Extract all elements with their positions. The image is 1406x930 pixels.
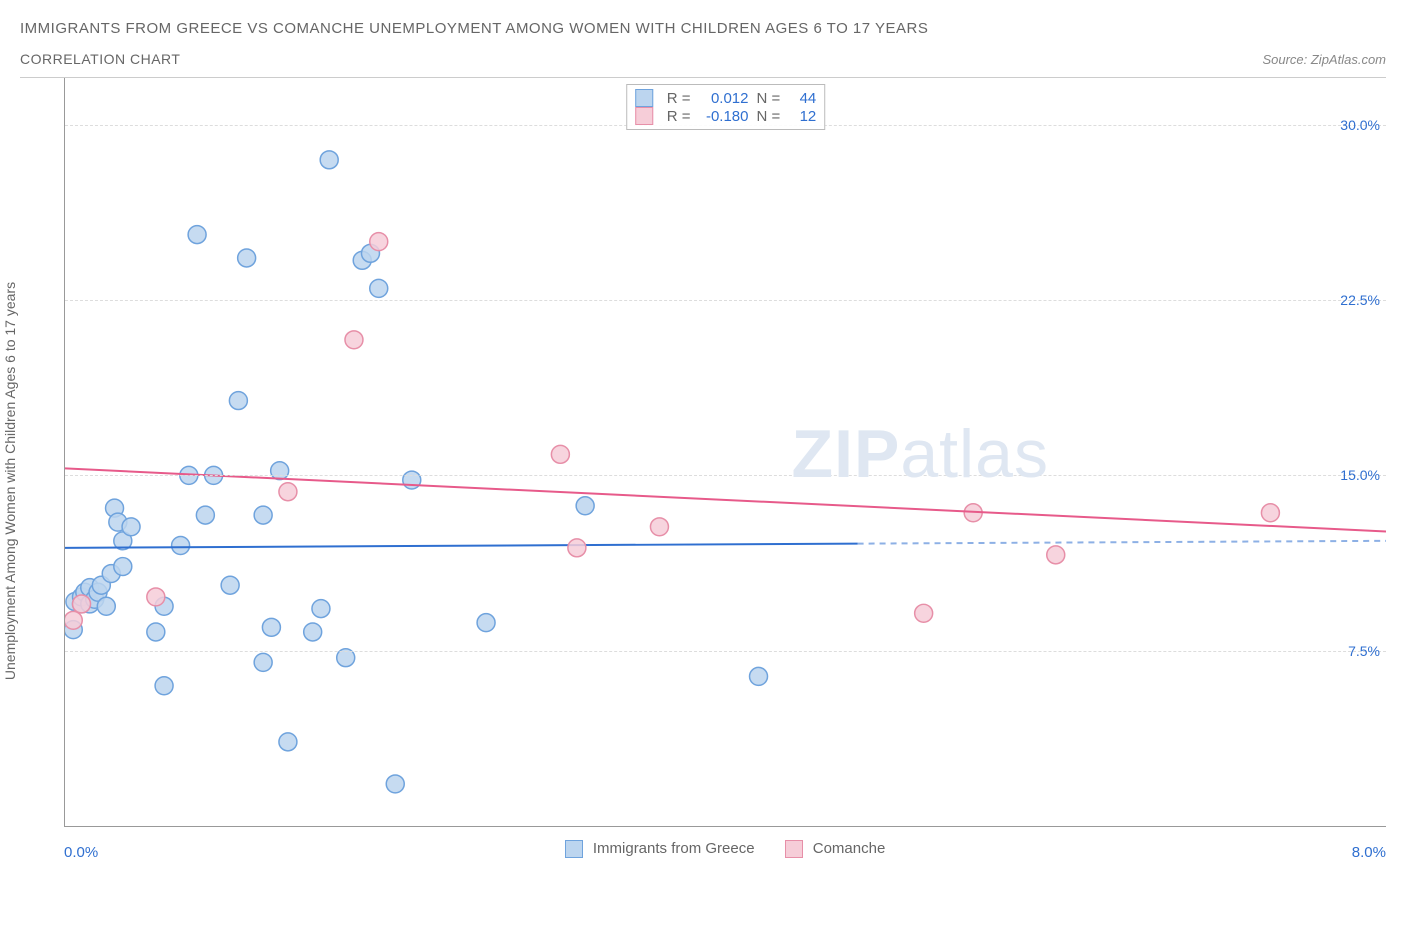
r-value: 0.012 xyxy=(699,90,749,107)
stats-row-series-2: R = -0.180 N = 12 xyxy=(635,107,817,125)
chart-source: Source: ZipAtlas.com xyxy=(1262,52,1386,67)
chart-title: IMMIGRANTS FROM GREECE VS COMANCHE UNEMP… xyxy=(20,20,1386,37)
y-tick-label: 22.5% xyxy=(1340,292,1380,308)
swatch-series-1 xyxy=(635,89,653,107)
y-tick-label: 15.0% xyxy=(1340,467,1380,483)
swatch-series-2 xyxy=(785,840,803,858)
plot-area: ZIPatlas R = 0.012 N = 44 R = -0.180 N =… xyxy=(64,78,1386,827)
scatter-svg xyxy=(65,78,1386,826)
y-tick-label: 30.0% xyxy=(1340,117,1380,133)
legend-label: Immigrants from Greece xyxy=(593,840,755,857)
subtitle-row: CORRELATION CHART Source: ZipAtlas.com xyxy=(20,51,1386,67)
plot-wrap: Unemployment Among Women with Children A… xyxy=(20,77,1386,867)
gridline xyxy=(65,651,1386,652)
gridline xyxy=(65,475,1386,476)
swatch-series-1 xyxy=(565,840,583,858)
n-label: N = xyxy=(757,108,781,125)
correlation-chart: IMMIGRANTS FROM GREECE VS COMANCHE UNEMP… xyxy=(20,20,1386,867)
legend-label: Comanche xyxy=(813,840,886,857)
r-value: -0.180 xyxy=(699,108,749,125)
n-value: 12 xyxy=(788,108,816,125)
bottom-legend: Immigrants from Greece Comanche xyxy=(64,831,1386,867)
legend-item-1: Immigrants from Greece xyxy=(565,840,755,858)
r-label: R = xyxy=(667,108,691,125)
y-axis-label: Unemployment Among Women with Children A… xyxy=(2,281,18,679)
n-label: N = xyxy=(757,90,781,107)
r-label: R = xyxy=(667,90,691,107)
n-value: 44 xyxy=(788,90,816,107)
legend-item-2: Comanche xyxy=(785,840,886,858)
stats-legend-box: R = 0.012 N = 44 R = -0.180 N = 12 xyxy=(626,84,826,130)
swatch-series-2 xyxy=(635,107,653,125)
chart-subtitle: CORRELATION CHART xyxy=(20,51,180,67)
y-tick-label: 7.5% xyxy=(1348,643,1380,659)
stats-row-series-1: R = 0.012 N = 44 xyxy=(635,89,817,107)
gridline xyxy=(65,300,1386,301)
